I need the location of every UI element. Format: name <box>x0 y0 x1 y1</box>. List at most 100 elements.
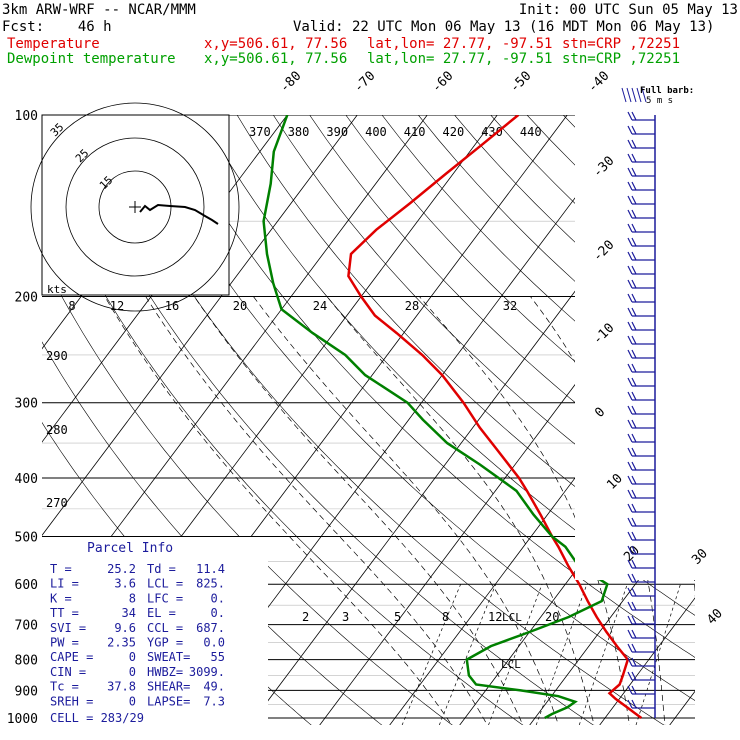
isotherm-label: 10 <box>604 471 626 493</box>
parcel-param-label: YGP = <box>147 636 183 650</box>
wind-barb-flag <box>627 475 633 485</box>
wind-barb <box>627 419 655 429</box>
isotherm-line <box>595 115 695 725</box>
dewpoint-line <box>262 115 609 720</box>
parcel-param-label: SVI = <box>50 621 86 635</box>
wind-barb-flag <box>631 671 637 681</box>
parcel-param-value: 0.0 <box>203 636 225 650</box>
moist-adiabat <box>145 296 491 725</box>
parcel-param-value: 2.35 <box>107 636 136 650</box>
wind-barb-flag <box>627 167 633 177</box>
isotherm-label: -80 <box>277 69 304 96</box>
wind-barb <box>627 111 655 121</box>
wind-barb-flag <box>631 363 637 373</box>
wind-barb-flag <box>631 405 637 415</box>
isotherm-label: -40 <box>585 69 612 96</box>
wind-barb <box>627 223 655 233</box>
parcel-param-value: 55 <box>211 650 225 664</box>
wind-barb-flag <box>631 573 637 583</box>
wind-barb-flag <box>631 475 637 485</box>
wind-barb-flag <box>627 587 633 597</box>
parcel-param-value: 34 <box>122 606 136 620</box>
wind-barb-flag <box>631 699 637 709</box>
wind-legend-barb <box>631 87 637 103</box>
wind-barb-flag <box>627 349 633 359</box>
parcel-param-value: 49. <box>203 680 225 694</box>
parcel-param-label: EL = <box>147 606 176 620</box>
temperature-coords: x,y=506.61, 77.56 <box>204 36 348 52</box>
wind-barb-flag <box>631 559 637 569</box>
wind-barb-flag <box>631 391 637 401</box>
wind-barb <box>627 601 655 611</box>
wind-barb <box>627 209 655 219</box>
theta-label: 410 <box>404 125 426 139</box>
wind-barb <box>627 573 655 583</box>
wind-barb <box>627 195 655 205</box>
wind-barb-flag <box>627 447 633 457</box>
wind-barb-flag <box>627 405 633 415</box>
wind-barb <box>627 363 655 373</box>
wind-barb-flag <box>627 111 633 121</box>
wind-barb-flag <box>631 195 637 205</box>
wind-barb-flag <box>631 685 637 695</box>
wind-barb-flag <box>631 307 637 317</box>
hodograph-tick-label: 12 <box>110 299 124 313</box>
parcel-param-label: LCL = <box>147 577 183 591</box>
wind-barb <box>627 475 655 485</box>
theta-label: 440 <box>520 125 542 139</box>
wind-barb <box>627 433 655 443</box>
wind-barb-flag <box>627 139 633 149</box>
pressure-label: 100 <box>15 109 38 124</box>
wind-barb <box>627 139 655 149</box>
wind-barb-flag <box>627 265 633 275</box>
wind-barb-flag <box>631 489 637 499</box>
dry-adiabat <box>55 115 603 725</box>
isotherm-label: 0 <box>592 405 608 421</box>
parcel-param-label: CCL = <box>147 621 183 635</box>
theta-label: 370 <box>249 125 271 139</box>
theta-label: 390 <box>326 125 348 139</box>
parcel-param-label: SHEAR= <box>147 680 190 694</box>
parcel-param-label: CIN = <box>50 665 86 679</box>
pressure-label: 600 <box>15 578 38 593</box>
moist-adiabat <box>104 296 456 725</box>
temperature-latlon: lat,lon= 27.77, -97.51 <box>367 36 553 52</box>
parcel-param-value: 8 <box>129 591 136 605</box>
wind-barb <box>627 587 655 597</box>
parcel-param-label: SREH = <box>50 694 93 708</box>
isotherm-label: 30 <box>689 546 711 568</box>
wind-barb-flag <box>627 391 633 401</box>
dry-adiabat <box>599 115 695 725</box>
wind-barb <box>627 657 655 667</box>
isotherm-line <box>455 115 695 725</box>
wind-barb-flag <box>631 615 637 625</box>
parcel-param-label: CAPE = <box>50 650 93 664</box>
parcel-param-value: 0 <box>129 665 136 679</box>
wind-legend-barb <box>641 87 647 103</box>
wind-barb-flag <box>631 629 637 639</box>
wind-barb <box>627 293 655 303</box>
moist-adiabat <box>419 296 631 725</box>
moist-adiabat <box>194 296 526 725</box>
wind-barb-flag <box>627 181 633 191</box>
hodograph-tick-label: 24 <box>313 299 327 313</box>
wind-barb-flag <box>631 433 637 443</box>
wind-barb <box>627 307 655 317</box>
wind-barb-flag <box>627 489 633 499</box>
wind-barb <box>627 251 655 261</box>
isotherm-line <box>42 115 379 725</box>
wind-barb-flag <box>627 251 633 261</box>
theta-label: 430 <box>481 125 503 139</box>
wind-legend-barb <box>621 87 627 103</box>
wind-barb-flag <box>627 699 633 709</box>
parcel-param-label: PW = <box>50 636 79 650</box>
parcel-cell-value: CELL = 283/29 <box>50 711 144 725</box>
wind-barb <box>627 531 655 541</box>
wind-barb <box>627 629 655 639</box>
theta-label: 380 <box>288 125 310 139</box>
wind-barb-flag <box>627 503 633 513</box>
isotherm-label: -70 <box>351 69 378 96</box>
wind-barb-flag <box>627 657 633 667</box>
